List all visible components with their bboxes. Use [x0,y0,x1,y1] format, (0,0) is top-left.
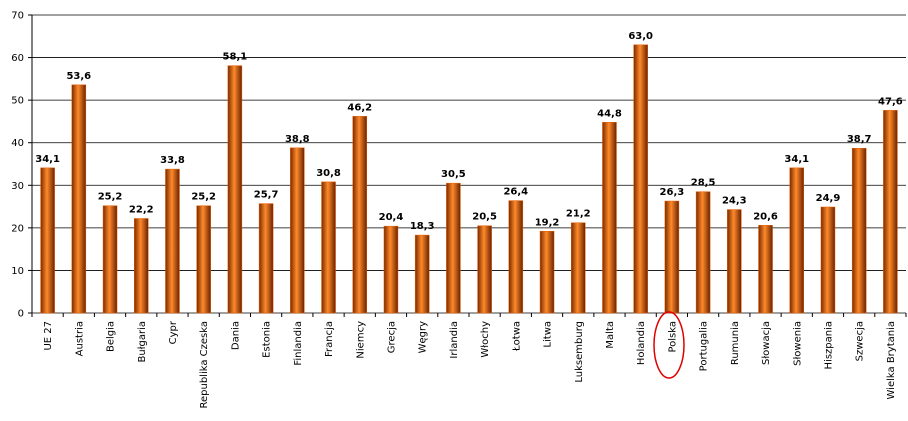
x-tick-label: UE 27 [43,321,54,351]
x-tick-label: Węgry [418,321,429,353]
value-label: 34,1 [784,154,809,165]
x-tick-label: Luksemburg [574,321,585,383]
bar [539,231,555,314]
value-label: 24,9 [816,193,841,204]
y-tick-label: 10 [11,266,24,277]
value-label: 21,2 [566,209,591,220]
y-tick-label: 50 [11,96,24,107]
bar [851,147,867,314]
bar [258,203,274,314]
x-tick-label: Grecja [386,321,397,353]
bar [290,147,305,314]
value-label: 24,3 [722,196,747,207]
x-tick-label: Słowacja [761,321,772,365]
bar [508,200,524,314]
bar [71,84,87,314]
x-tick-label: Szwecja [855,321,866,361]
value-label: 26,3 [660,187,685,198]
x-tick-label: Włochy [480,321,491,358]
x-tick-label: Republika Czeska [199,321,210,409]
bar [633,44,648,314]
x-tick-label: Polska [667,321,678,353]
y-tick-label: 60 [11,53,24,64]
x-tick-label: Cypr [168,320,179,344]
value-label: 20,6 [753,211,778,222]
x-tick-label: Łotwa [511,321,522,352]
value-label: 18,3 [410,221,435,232]
value-label: 53,6 [66,71,91,82]
x-tick-label: Bułgaria [137,321,148,363]
bar [883,110,898,314]
value-label: 58,1 [223,52,248,63]
bar [102,205,118,314]
value-label: 30,8 [316,168,341,179]
bar [664,200,680,314]
bar [477,225,492,314]
bar [321,181,336,314]
value-label: 33,8 [160,155,185,166]
bar [196,205,211,314]
bar [40,167,55,314]
value-label: 28,5 [691,178,716,189]
value-label: 25,7 [254,190,279,201]
bar [571,222,586,314]
x-tick-label: Słowenia [792,321,803,366]
bar [602,122,617,314]
x-tick-label: Rumunia [730,321,741,365]
y-tick-label: 40 [11,138,24,149]
value-label: 30,5 [441,169,466,180]
value-label: 25,2 [191,192,216,203]
y-tick-label: 70 [11,11,24,22]
x-tick-label: Austria [74,321,85,356]
value-label: 44,8 [597,108,622,119]
x-tick-label: Irlandia [449,321,460,359]
bar [414,234,430,314]
x-tick-label: Litwa [543,321,554,348]
bar [134,218,149,314]
x-tick-label: Holandia [636,321,647,365]
bar [789,167,804,314]
bar [383,225,399,314]
x-tick-label: Portugalia [699,321,710,371]
x-tick-label: Dania [230,321,241,350]
x-tick-label: Belgia [106,321,117,352]
value-label: 20,4 [379,212,404,223]
value-label: 46,2 [347,102,372,113]
bar [446,182,461,314]
value-label: 22,2 [129,204,154,215]
bar [758,225,773,314]
value-label: 47,6 [878,96,903,107]
value-label: 20,5 [472,212,497,223]
x-tick-label: Estonia [262,321,273,358]
highlight-ellipse [653,311,685,379]
value-label: 38,8 [285,134,310,145]
bar [352,116,367,314]
x-tick-label: Finlandia [293,321,304,366]
value-label: 26,4 [503,187,528,198]
y-tick-label: 20 [11,223,24,234]
bar [227,65,243,314]
y-tick-label: 0 [18,309,24,320]
x-tick-label: Hiszpania [823,321,834,369]
bar [727,209,742,314]
bar [820,206,836,314]
value-label: 38,7 [847,134,872,145]
x-tick-label: Wielka Brytania [886,321,897,399]
x-tick-label: Francja [324,321,335,357]
value-label: 25,2 [98,192,123,203]
y-tick-label: 30 [11,181,24,192]
value-label: 19,2 [535,217,560,228]
bar [695,191,711,314]
x-tick-label: Malta [605,321,616,349]
value-label: 34,1 [35,154,60,165]
x-tick-label: Niemcy [355,321,366,359]
value-label: 63,0 [628,31,653,42]
bar [165,168,180,314]
